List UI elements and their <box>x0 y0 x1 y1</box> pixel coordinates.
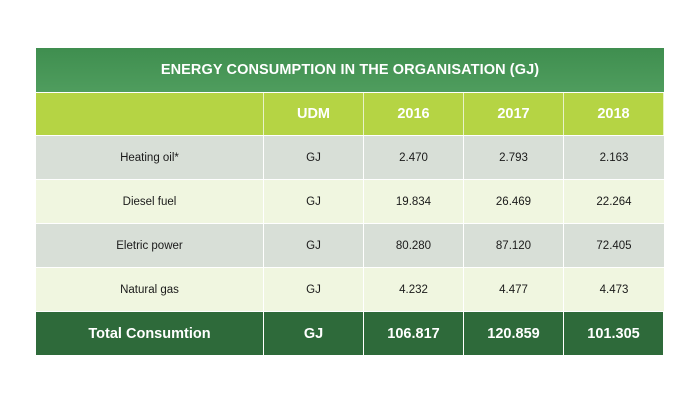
row-value-2016: 2.470 <box>364 136 464 179</box>
row-label: Diesel fuel <box>36 180 264 223</box>
row-value-2018: 4.473 <box>564 268 664 311</box>
row-value-2016: 80.280 <box>364 224 464 267</box>
divider <box>36 311 664 312</box>
row-value-2017: 87.120 <box>464 224 564 267</box>
header-2016: 2016 <box>364 93 464 135</box>
divider <box>36 92 664 93</box>
total-value-2018: 101.305 <box>564 312 664 355</box>
row-label: Eletric power <box>36 224 264 267</box>
row-value-2018: 72.405 <box>564 224 664 267</box>
row-value-2018: 2.163 <box>564 136 664 179</box>
header-2017: 2017 <box>464 93 564 135</box>
table-title: ENERGY CONSUMPTION IN THE ORGANISATION (… <box>36 48 664 92</box>
row-value-2017: 2.793 <box>464 136 564 179</box>
row-value-2017: 26.469 <box>464 180 564 223</box>
header-udm: UDM <box>264 93 364 135</box>
row-udm: GJ <box>264 268 364 311</box>
divider <box>36 179 664 180</box>
row-value-2017: 4.477 <box>464 268 564 311</box>
row-label: Natural gas <box>36 268 264 311</box>
table-grid: UDM 2016 2017 2018 Heating oil* GJ 2.470… <box>36 93 664 355</box>
divider <box>36 267 664 268</box>
row-udm: GJ <box>264 180 364 223</box>
row-udm: GJ <box>264 136 364 179</box>
divider <box>36 223 664 224</box>
total-value-2017: 120.859 <box>464 312 564 355</box>
row-value-2016: 19.834 <box>364 180 464 223</box>
total-value-2016: 106.817 <box>364 312 464 355</box>
header-empty-cell <box>36 93 264 135</box>
header-2018: 2018 <box>564 93 664 135</box>
row-value-2018: 22.264 <box>564 180 664 223</box>
row-udm: GJ <box>264 224 364 267</box>
total-label: Total Consumtion <box>36 312 264 355</box>
row-label: Heating oil* <box>36 136 264 179</box>
divider <box>36 135 664 136</box>
row-value-2016: 4.232 <box>364 268 464 311</box>
total-udm: GJ <box>264 312 364 355</box>
energy-consumption-table: ENERGY CONSUMPTION IN THE ORGANISATION (… <box>36 48 664 355</box>
